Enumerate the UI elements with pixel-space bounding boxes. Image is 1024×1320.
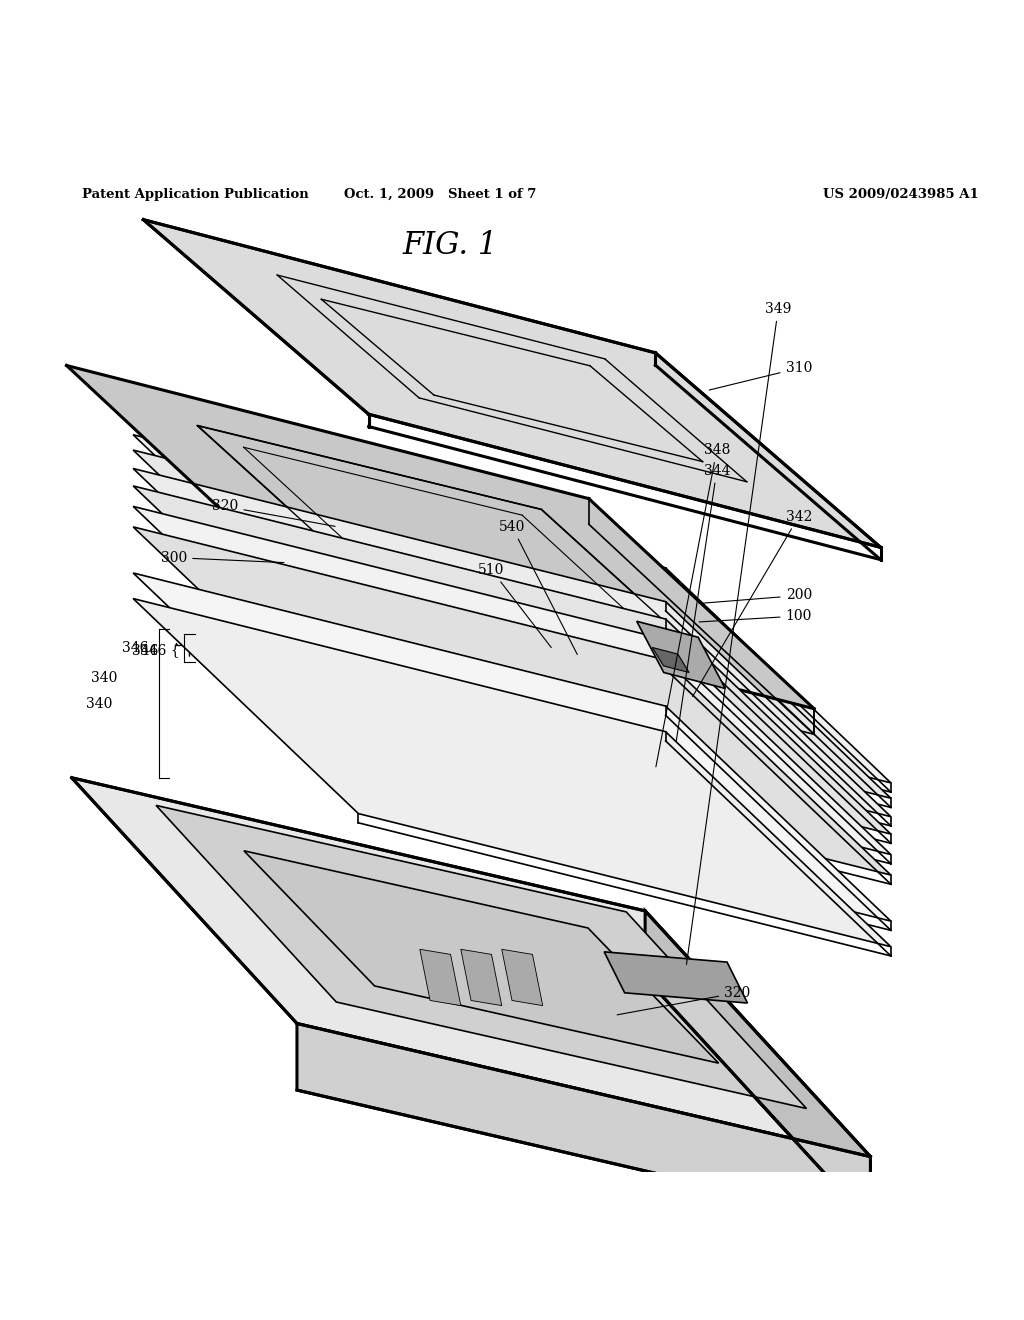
- Polygon shape: [133, 527, 891, 875]
- Polygon shape: [420, 949, 461, 1006]
- Text: FIG. 1: FIG. 1: [402, 230, 499, 261]
- Text: 540: 540: [499, 520, 578, 655]
- Polygon shape: [461, 949, 502, 1006]
- Polygon shape: [297, 1023, 870, 1224]
- Polygon shape: [133, 450, 891, 799]
- Text: 346: 346: [132, 644, 159, 657]
- Text: 310: 310: [710, 362, 812, 389]
- Polygon shape: [133, 469, 891, 817]
- Text: 340: 340: [91, 672, 118, 685]
- Polygon shape: [604, 952, 748, 1003]
- Polygon shape: [133, 486, 891, 834]
- Text: 346: 346: [122, 642, 148, 655]
- Polygon shape: [133, 434, 891, 783]
- Text: 349: 349: [686, 302, 792, 965]
- Text: 346 {: 346 {: [139, 643, 179, 657]
- Polygon shape: [637, 622, 725, 689]
- Polygon shape: [133, 573, 891, 921]
- Text: 510: 510: [478, 562, 551, 648]
- Polygon shape: [72, 777, 870, 1156]
- Text: 344: 344: [676, 463, 730, 742]
- Text: 342: 342: [692, 510, 812, 697]
- Text: US 2009/0243985 A1: US 2009/0243985 A1: [823, 187, 979, 201]
- Text: 320: 320: [617, 986, 751, 1015]
- Text: 340: 340: [86, 697, 113, 710]
- Polygon shape: [652, 647, 689, 673]
- Polygon shape: [244, 851, 719, 1063]
- Text: 320: 320: [212, 499, 335, 527]
- Text: 300: 300: [161, 550, 284, 565]
- Polygon shape: [133, 598, 891, 946]
- Text: 100: 100: [699, 609, 812, 623]
- PathPatch shape: [143, 219, 881, 548]
- Text: 200: 200: [699, 589, 812, 603]
- Text: Oct. 1, 2009   Sheet 1 of 7: Oct. 1, 2009 Sheet 1 of 7: [344, 187, 537, 201]
- Polygon shape: [133, 507, 891, 854]
- Polygon shape: [156, 805, 807, 1109]
- PathPatch shape: [67, 366, 814, 709]
- Text: Patent Application Publication: Patent Application Publication: [82, 187, 308, 201]
- Polygon shape: [645, 911, 870, 1224]
- Text: 348: 348: [656, 444, 730, 767]
- Polygon shape: [502, 949, 543, 1006]
